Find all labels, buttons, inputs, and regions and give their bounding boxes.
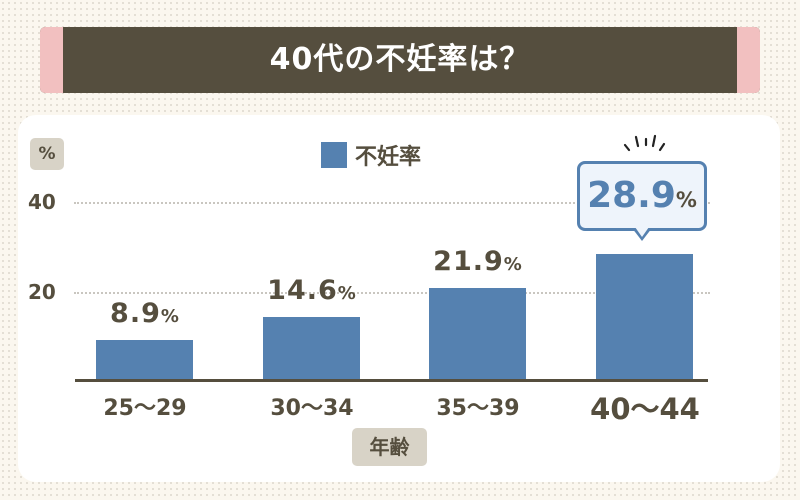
legend-swatch bbox=[321, 142, 347, 168]
y-axis-unit-label: % bbox=[30, 138, 64, 170]
x-axis-label: 年齢 bbox=[352, 428, 427, 466]
bar-40-44 bbox=[596, 254, 693, 380]
value-label-30-34: 14.6% bbox=[267, 275, 357, 306]
x-axis-line bbox=[75, 379, 708, 382]
highlight-callout: 28.9% bbox=[577, 161, 707, 231]
title-accent-right bbox=[737, 27, 760, 93]
bar-25-29 bbox=[96, 340, 193, 380]
y-tick-40: 40 bbox=[28, 190, 56, 214]
bar-30-34 bbox=[263, 317, 360, 380]
x-tick-30-34: 30〜34 bbox=[270, 396, 354, 421]
x-tick-40-44: 40〜44 bbox=[590, 392, 700, 426]
legend: 不妊率 bbox=[321, 140, 421, 170]
title-banner: 40代の不妊率は？ bbox=[40, 27, 760, 93]
value-label-35-39: 21.9% bbox=[433, 246, 523, 277]
bar-35-39 bbox=[429, 288, 526, 380]
title-accent-left bbox=[40, 27, 63, 93]
sparkle-icon bbox=[623, 134, 666, 152]
legend-label: 不妊率 bbox=[355, 145, 422, 170]
gridline-40 bbox=[74, 202, 710, 204]
y-tick-20: 20 bbox=[28, 280, 56, 304]
x-tick-25-29: 25〜29 bbox=[103, 396, 187, 421]
chart-title: 40代の不妊率は？ bbox=[269, 42, 531, 77]
value-label-25-29: 8.9% bbox=[110, 298, 180, 329]
gridline-20 bbox=[74, 292, 710, 294]
x-tick-35-39: 35〜39 bbox=[436, 396, 520, 421]
callout-pointer-fill bbox=[635, 227, 649, 237]
